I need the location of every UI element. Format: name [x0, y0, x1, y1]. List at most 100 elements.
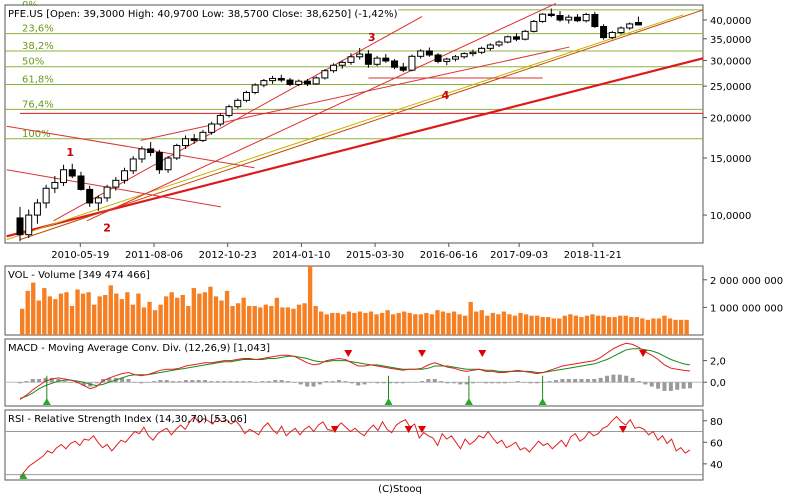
macd-histogram-bar: [509, 382, 513, 383]
volume-bar: [380, 313, 384, 335]
volume-bar: [214, 296, 218, 335]
volume-bar: [668, 318, 672, 335]
macd-histogram-bar: [63, 381, 67, 382]
macd-histogram-bar: [209, 381, 213, 382]
macd-histogram-bar: [465, 382, 469, 384]
macd-histogram-bar: [394, 382, 398, 383]
y-tick-label: 35,0000: [710, 35, 751, 46]
candle-body: [174, 145, 180, 158]
candle-body: [200, 132, 206, 140]
volume-bar: [385, 310, 389, 335]
volume-bar: [120, 299, 124, 335]
macd-histogram-bar: [599, 378, 603, 382]
candle-body: [52, 183, 58, 189]
candle-body: [618, 28, 624, 33]
macd-histogram-bar: [203, 380, 207, 382]
candle-body: [130, 159, 136, 171]
macd-histogram-bar: [126, 379, 130, 382]
volume-bar: [480, 310, 484, 335]
macd-histogram-bar: [560, 379, 564, 382]
macd-histogram-bar: [650, 382, 654, 386]
candle-body: [601, 26, 607, 37]
candle-body: [365, 54, 371, 64]
candle-body: [61, 170, 67, 183]
macd-histogram-bar: [605, 376, 609, 382]
volume-bar: [219, 301, 223, 336]
candle-body: [479, 48, 485, 52]
volume-bar: [59, 294, 63, 335]
macd-histogram-bar: [535, 382, 539, 383]
macd-histogram-bar: [503, 382, 507, 383]
macd-histogram-bar: [95, 382, 99, 383]
volume-bar: [308, 266, 312, 335]
volume-bar: [552, 318, 556, 335]
candle-body: [209, 124, 215, 132]
volume-bar: [535, 316, 539, 335]
volume-bar: [253, 306, 257, 335]
fib-label: 100%: [22, 129, 51, 140]
volume-bar: [657, 318, 661, 335]
volume-bar: [585, 316, 589, 335]
volume-bar: [457, 314, 461, 335]
candle-body: [339, 62, 345, 65]
volume-bar: [175, 298, 179, 335]
x-tick-label: 2016-06-16: [420, 250, 478, 261]
macd-histogram-bar: [37, 379, 41, 382]
candle-body: [148, 149, 154, 153]
macd-histogram-bar: [292, 382, 296, 383]
macd-histogram-bar: [241, 381, 245, 382]
candle-body: [122, 171, 128, 181]
volume-bar: [662, 316, 666, 335]
volume-bar: [264, 305, 268, 335]
macd-histogram-bar: [375, 382, 379, 383]
candle-body: [540, 14, 546, 21]
macd-histogram-bar: [497, 382, 501, 383]
volume-bar: [109, 285, 113, 335]
x-tick-label: 2017-09-03: [490, 250, 548, 261]
candle-body: [191, 139, 197, 141]
candle-body: [278, 78, 284, 80]
y-tick-label: 30,0000: [710, 56, 751, 67]
volume-bar: [496, 314, 500, 335]
wave-label: 4: [442, 89, 450, 102]
volume-bar: [452, 312, 456, 335]
macd-histogram-bar: [522, 382, 526, 383]
volume-bar: [424, 313, 428, 335]
volume-bar: [336, 313, 340, 335]
macd-histogram-bar: [631, 378, 635, 382]
x-tick-label: 2018-11-21: [564, 250, 622, 261]
macd-histogram-bar: [133, 382, 137, 383]
y-tick-label: 20,0000: [710, 114, 751, 125]
price-title: PFE.US [Open: 39,3000 High: 40,9700 Low:…: [8, 9, 398, 20]
macd-histogram-bar: [152, 381, 156, 382]
macd-histogram-bar: [618, 375, 622, 383]
candle-body: [287, 80, 293, 84]
macd-histogram-bar: [426, 379, 430, 382]
macd-histogram-bar: [184, 380, 188, 382]
wave-label: 3: [368, 31, 376, 44]
volume-bar: [186, 306, 190, 335]
candle-body: [374, 58, 380, 64]
candle-body: [270, 78, 276, 80]
macd-histogram-bar: [471, 382, 475, 383]
volume-bar: [92, 305, 96, 335]
macd-histogram-bar: [350, 382, 354, 383]
candle-body: [43, 188, 49, 203]
macd-histogram-bar: [439, 381, 443, 382]
volume-bar: [507, 314, 511, 335]
volume-bar: [26, 291, 30, 335]
y-tick-label: 15,0000: [710, 154, 751, 165]
volume-bar: [463, 316, 467, 335]
volume-bar: [286, 307, 290, 335]
macd-histogram-bar: [688, 382, 692, 388]
volume-bar: [563, 316, 567, 335]
candle-body: [95, 198, 101, 203]
volume-bar: [679, 320, 683, 335]
volume-bar: [419, 314, 423, 335]
volume-bar: [241, 298, 245, 335]
macd-histogram-bar: [541, 382, 545, 383]
candle-body: [217, 115, 223, 124]
candle-body: [226, 107, 232, 116]
macd-histogram-bar: [280, 380, 284, 382]
